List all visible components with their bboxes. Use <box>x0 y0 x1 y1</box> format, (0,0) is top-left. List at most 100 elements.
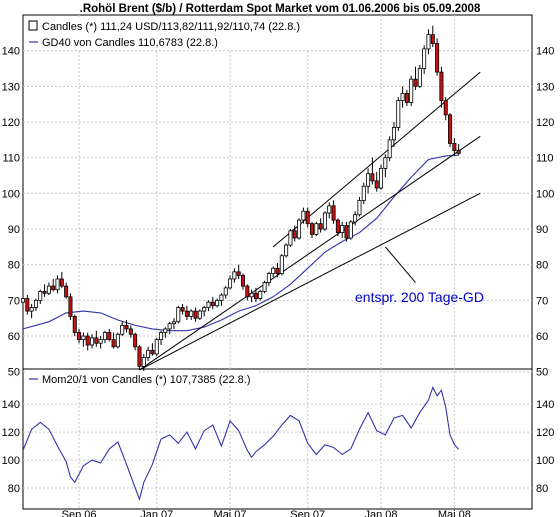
candle-down <box>94 337 99 344</box>
candle-down <box>439 71 444 102</box>
candle-down <box>64 285 69 298</box>
candle-up <box>167 323 172 330</box>
price-legend: Candles (*) 111,24 USD/113,82/111,92/110… <box>27 18 327 50</box>
candle-down <box>310 223 315 235</box>
momentum-legend-label: Mom20/1 von Candles (*) 107,7385 (22.8.) <box>42 374 251 386</box>
price-tick-label-right: 130 <box>536 81 554 93</box>
price-panel-frame <box>22 14 533 387</box>
candle-down <box>305 210 310 225</box>
candle-up <box>189 310 194 317</box>
price-tick-label-right: 90 <box>536 224 548 236</box>
candle-up <box>409 78 414 103</box>
momentum-grid <box>23 386 532 509</box>
candle-up <box>417 68 422 87</box>
candle-up <box>33 299 38 308</box>
candle-up <box>288 230 293 246</box>
candle-up <box>228 278 233 289</box>
candle-up <box>327 205 332 214</box>
candle-down <box>292 230 297 239</box>
candle-down <box>68 296 73 317</box>
candle-up <box>379 167 384 189</box>
momentum-tick-label-left: 100 <box>2 455 20 467</box>
candle-down <box>430 34 435 44</box>
candle-up <box>322 212 327 230</box>
candle-down <box>456 150 461 154</box>
gd40-line <box>22 154 459 332</box>
candle-up <box>396 100 401 128</box>
candle-down <box>42 291 47 294</box>
candle-down <box>370 173 375 182</box>
candle-up <box>197 310 202 319</box>
candle-down <box>111 339 116 348</box>
price-tick-label-right: 110 <box>536 153 554 165</box>
candle-down <box>124 324 129 330</box>
candle-down <box>374 180 379 189</box>
axis-tick-labels: 50 50 60 60 70 70 80 80 90 90 100 100 110 110 120 120 13… <box>2 46 555 517</box>
gd40-legend-label: GD40 von Candles 110,6783 (22.8.) <box>42 37 218 49</box>
candle-up <box>171 321 176 324</box>
price-tick-label-left: 90 <box>8 224 20 236</box>
candle-up <box>159 332 164 341</box>
candle-up <box>29 307 34 312</box>
candle-up <box>353 214 358 223</box>
candle-up <box>266 273 271 283</box>
candle-down <box>344 225 349 239</box>
price-tick-label-left: 110 <box>2 153 20 165</box>
candle-up <box>223 287 228 296</box>
candle-up <box>46 285 51 294</box>
candle-up <box>400 93 405 102</box>
momentum-tick-label-left: 140 <box>2 399 20 411</box>
price-tick-label-left: 140 <box>2 46 20 58</box>
candle-up <box>20 298 25 303</box>
candle-up <box>284 244 289 257</box>
candle-up <box>81 335 86 341</box>
candle-up <box>219 294 224 301</box>
candle-up <box>383 157 388 169</box>
price-tick-label-left: 60 <box>8 331 20 343</box>
candle-down <box>210 301 215 307</box>
candle-down <box>253 292 258 300</box>
candle-up <box>297 219 302 239</box>
x-tick-label: Sep 06 <box>62 509 97 517</box>
candle-down <box>77 332 82 341</box>
x-tick-label: Mai 07 <box>214 509 247 517</box>
candle-up <box>141 357 146 367</box>
momentum-tick-label-right: 140 <box>536 399 554 411</box>
candle-up <box>340 225 345 234</box>
x-tick-label: Jan 07 <box>140 509 173 517</box>
candle-up <box>279 255 284 275</box>
candle-up <box>176 307 181 323</box>
price-tick-label-right: 80 <box>536 260 548 272</box>
candle-up <box>249 292 254 298</box>
candle-down <box>107 332 112 341</box>
candle-up <box>391 126 396 141</box>
candle-up <box>98 339 103 344</box>
candlestick-series <box>20 25 461 372</box>
candle-up <box>361 185 366 201</box>
candle-up <box>55 278 60 291</box>
candle-up <box>206 301 211 308</box>
candle-up <box>120 324 125 335</box>
candle-down <box>133 333 138 348</box>
candle-down <box>59 278 64 287</box>
candle-up <box>232 271 237 280</box>
momentum-series <box>22 385 460 502</box>
candle-up <box>215 299 220 307</box>
candle-up <box>102 332 107 341</box>
price-tick-label-right: 70 <box>536 295 548 307</box>
candle-down <box>128 328 133 335</box>
candle-down <box>275 267 280 275</box>
price-tick-label-right: 140 <box>536 46 554 58</box>
candle-down <box>335 219 340 234</box>
price-tick-label-left: 50 <box>8 367 20 379</box>
candle-down <box>331 205 336 221</box>
candle-down <box>318 223 323 230</box>
momentum-tick-label-left: 80 <box>8 483 20 495</box>
candle-up <box>146 349 151 358</box>
price-legend-box <box>27 18 327 50</box>
momentum-tick-label-left: 120 <box>2 427 20 439</box>
momentum-legend-box <box>27 371 257 386</box>
momentum-tick-label-right: 120 <box>536 427 554 439</box>
price-tick-label-left: 80 <box>8 260 20 272</box>
